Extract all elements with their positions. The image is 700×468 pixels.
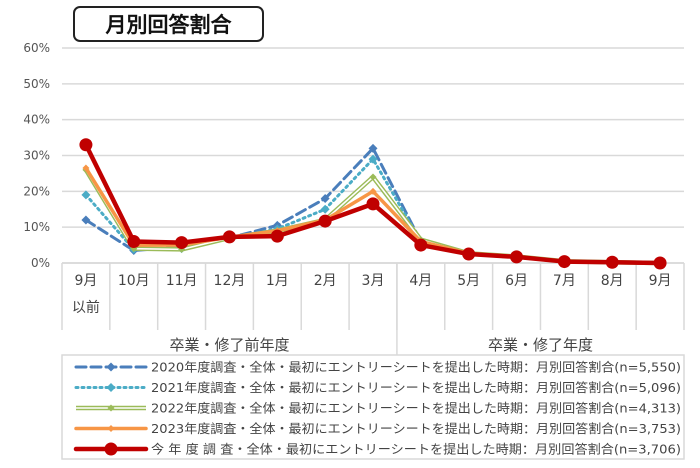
x-tick-label: 8月: [601, 273, 624, 289]
data-point-4: [127, 235, 141, 248]
x-tick-label: 5月: [457, 273, 480, 289]
x-tick-label: 9月: [649, 273, 672, 289]
data-point-4: [414, 238, 428, 252]
legend-label-4: 今 年 度 調 査・全体・最初にエントリーシートを提出した時期：月別回答割合(n…: [151, 442, 681, 457]
data-point-0: [320, 194, 330, 203]
data-point-4: [462, 247, 476, 261]
data-point-4: [175, 236, 189, 250]
x-tick-label: 6月: [505, 273, 528, 289]
data-point-4: [605, 255, 619, 269]
x-tick-label: 11月: [166, 273, 198, 289]
x-tick-label: 2月: [314, 273, 337, 289]
data-point-3: [82, 164, 90, 172]
y-tick-label: 50%: [23, 77, 50, 91]
y-tick-label: 10%: [23, 220, 50, 234]
legend-marker-3: [107, 425, 115, 432]
x-tick-label: 12月: [214, 273, 246, 289]
y-tick-label: 30%: [23, 149, 50, 163]
y-tick-label: 0%: [31, 256, 50, 270]
x-tick-label: 3月: [362, 273, 385, 289]
y-tick-label: 60%: [23, 41, 50, 55]
x-tick-label: 以前: [72, 299, 100, 316]
legend-marker-4: [104, 442, 118, 456]
data-point-4: [318, 214, 332, 228]
legend-label-3: 2023年度調査・全体・最初にエントリーシートを提出した時期：月別回答割合(n=…: [151, 421, 681, 436]
legend-label-0: 2020年度調査・全体・最初にエントリーシートを提出した時期：月別回答割合(n=…: [151, 360, 681, 375]
legend-marker-0: [106, 362, 116, 372]
data-point-1: [81, 190, 91, 200]
legend-marker-1: [106, 383, 116, 392]
series-line-2-inner: [85, 169, 661, 264]
x-tick-label: 1月: [266, 273, 289, 289]
legend-label-2: 2022年度調査・全体・最初にエントリーシートを提出した時期：月別回答割合(n=…: [151, 401, 681, 416]
x-tick-label: 9月: [74, 273, 97, 289]
data-point-4: [653, 256, 667, 270]
data-point-4: [270, 229, 284, 243]
data-point-4: [79, 138, 93, 152]
data-point-0: [81, 215, 91, 225]
legend-box: [61, 354, 685, 460]
y-tick-label: 40%: [23, 113, 50, 127]
data-point-1: [320, 204, 330, 214]
group-label: 卒業・修了年度: [488, 336, 593, 354]
data-point-4: [222, 230, 236, 244]
legend-label-1: 2021年度調査・全体・最初にエントリーシートを提出した時期：月別回答割合(n=…: [151, 380, 681, 395]
group-label: 卒業・修了前年度: [169, 336, 289, 354]
data-point-1: [368, 154, 378, 164]
data-point-4: [510, 250, 524, 264]
data-point-2: [369, 173, 377, 181]
data-point-4: [366, 197, 380, 211]
x-tick-label: 10月: [118, 273, 150, 289]
data-point-4: [557, 255, 571, 269]
y-tick-label: 20%: [23, 184, 50, 198]
x-tick-label: 4月: [409, 273, 432, 289]
legend-marker-2: [107, 404, 115, 412]
data-point-0: [368, 143, 378, 153]
chart-title: 月別回答割合: [73, 6, 264, 42]
x-tick-label: 7月: [553, 273, 576, 289]
data-point-3: [369, 187, 377, 195]
